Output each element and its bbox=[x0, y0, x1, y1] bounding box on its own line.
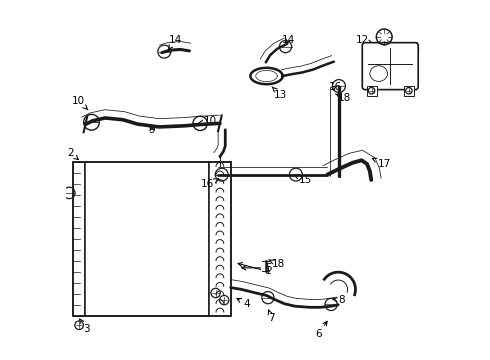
Text: 8: 8 bbox=[333, 295, 345, 305]
Text: 15: 15 bbox=[294, 175, 312, 185]
Text: 11: 11 bbox=[404, 42, 421, 52]
Bar bbox=[85, 162, 209, 316]
Text: 4: 4 bbox=[237, 298, 250, 309]
Text: 14: 14 bbox=[169, 35, 182, 49]
Text: 1: 1 bbox=[238, 262, 271, 276]
Text: 16: 16 bbox=[201, 179, 219, 189]
Text: 13: 13 bbox=[272, 87, 287, 100]
Text: 2: 2 bbox=[67, 148, 78, 159]
Text: 10: 10 bbox=[199, 116, 217, 126]
Text: 9: 9 bbox=[148, 125, 155, 135]
Text: 6: 6 bbox=[315, 321, 327, 339]
Text: 5: 5 bbox=[242, 263, 271, 273]
Text: 12: 12 bbox=[355, 35, 373, 45]
Text: 3: 3 bbox=[79, 319, 90, 334]
Bar bbox=[367, 86, 377, 96]
Text: 7: 7 bbox=[268, 310, 275, 323]
Text: 18: 18 bbox=[336, 93, 351, 103]
Bar bbox=[73, 162, 85, 316]
Text: 16: 16 bbox=[329, 82, 342, 92]
Text: 10: 10 bbox=[73, 96, 88, 110]
FancyBboxPatch shape bbox=[362, 42, 418, 90]
Text: 17: 17 bbox=[372, 158, 391, 169]
Text: 14: 14 bbox=[281, 35, 294, 45]
Text: 18: 18 bbox=[269, 259, 285, 269]
Bar bbox=[209, 162, 231, 316]
Bar bbox=[73, 162, 231, 316]
Bar bbox=[404, 86, 414, 96]
